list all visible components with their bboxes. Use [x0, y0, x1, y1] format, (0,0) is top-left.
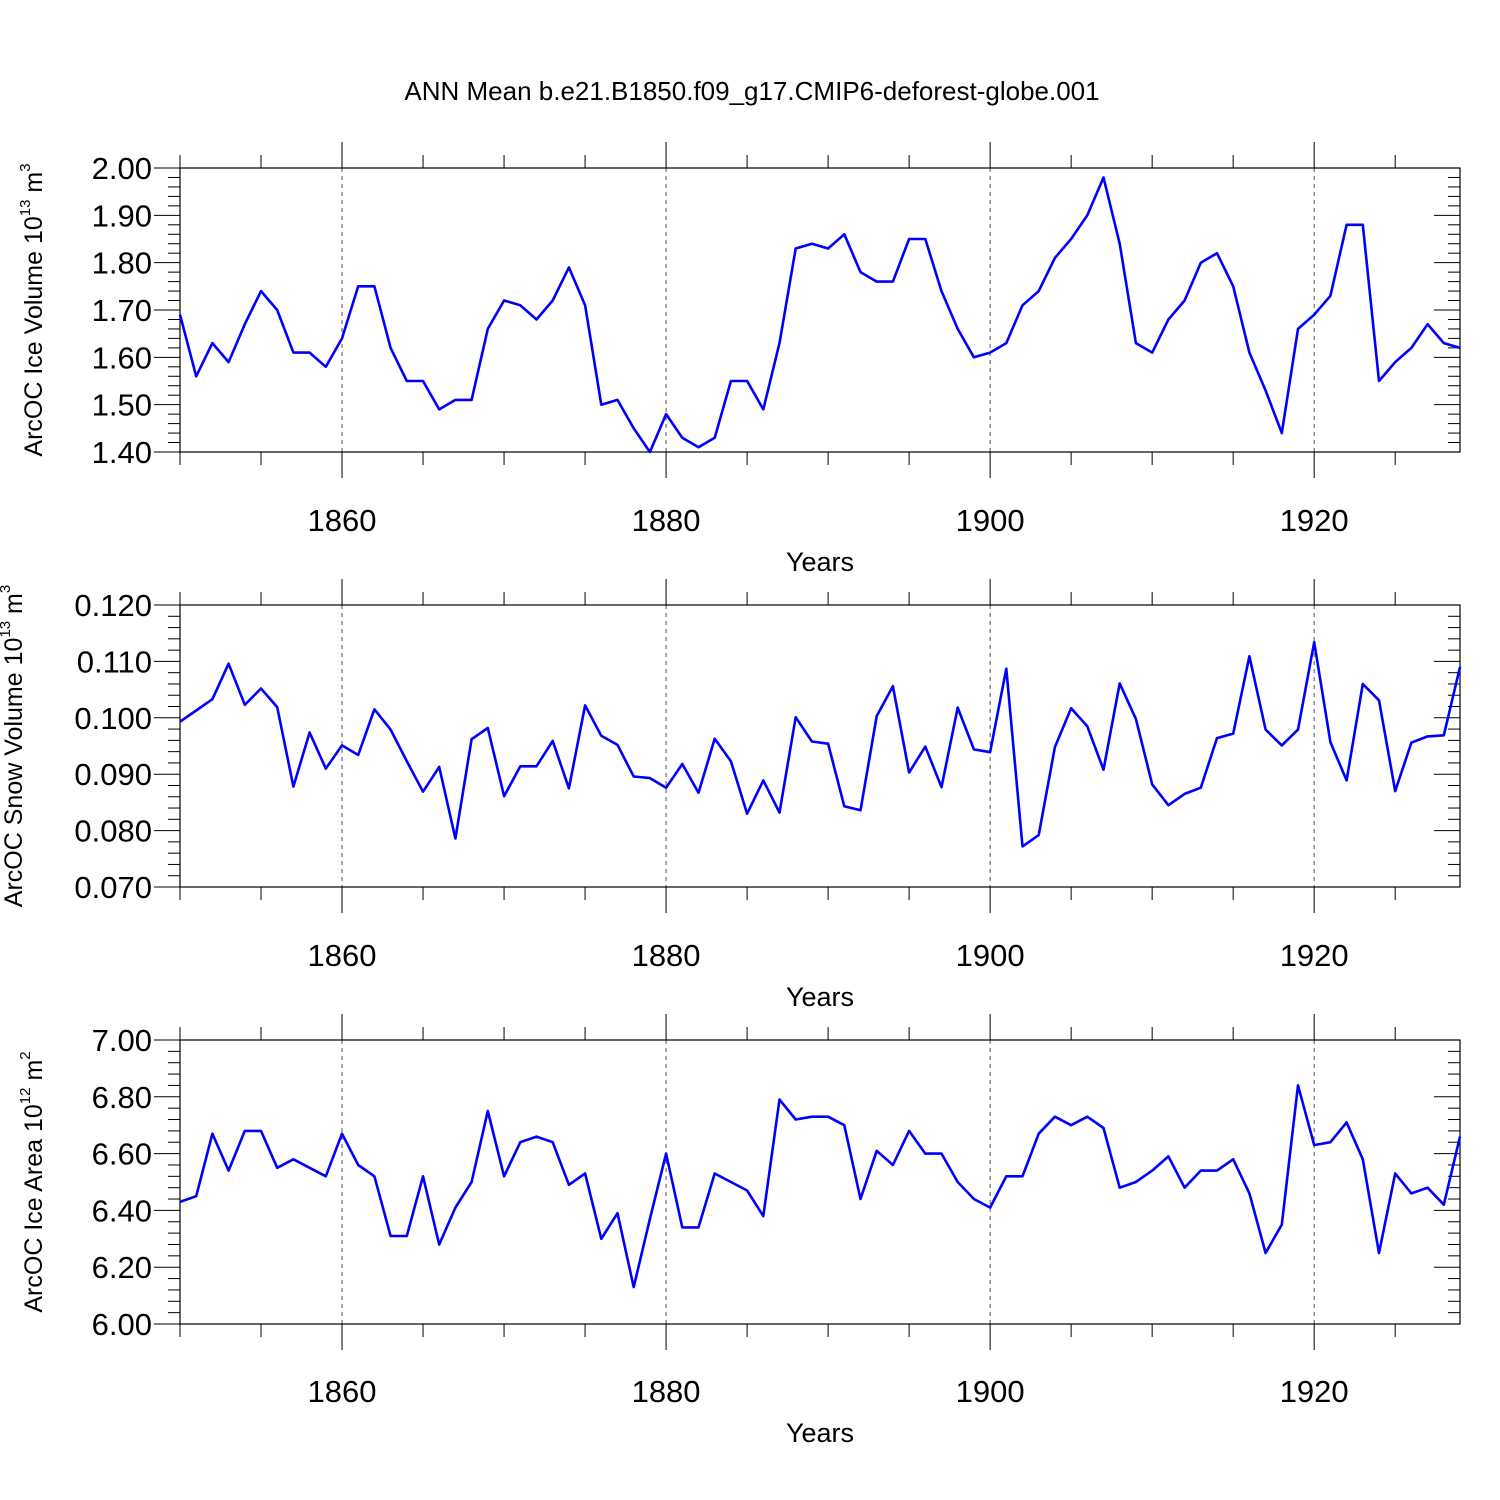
y-tick-label: 0.110: [77, 644, 152, 679]
x-tick-label: 1860: [308, 1374, 377, 1409]
series-line: [179, 640, 1462, 848]
y-tick-label: 2.00: [92, 151, 152, 186]
x-axis-label: Years: [786, 1418, 854, 1448]
y-tick-label: 6.80: [92, 1080, 152, 1115]
y-axis-label-unit-exponent: 3: [17, 163, 34, 171]
y-tick-label: 6.40: [92, 1193, 152, 1228]
y-axis-label-text: ArcOC Ice Area 10: [20, 1104, 48, 1312]
x-tick-label: 1900: [956, 503, 1025, 538]
y-axis-label-unit-exponent: 3: [0, 585, 14, 593]
y-axis-label: ArcOC Ice Volume 1013 m3: [17, 163, 48, 456]
y-tick-label: 1.90: [92, 198, 152, 233]
y-tick-label: 6.60: [92, 1137, 152, 1172]
x-axis-label: Years: [786, 982, 854, 1012]
y-tick-label: 0.070: [74, 870, 152, 905]
y-tick-label: 0.100: [74, 701, 152, 736]
panel-3: 6.00 6.20 6.40 6.60 6.80 7.00 1860 1880 1900 1920…: [17, 1014, 1462, 1448]
y-axis-label-text: ArcOC Ice Volume 10: [20, 216, 48, 456]
x-axis-label: Years: [786, 547, 854, 577]
x-tick-label: 1920: [1280, 938, 1349, 973]
panel-1: 1.40 1.50 1.60 1.70 1.80 1.90 2.00 1860 1880 1900…: [17, 142, 1461, 577]
y-axis-label-exponent: 12: [17, 1088, 34, 1105]
x-tick-label: 1880: [632, 503, 701, 538]
x-tick-label: 1900: [956, 1374, 1025, 1409]
y-tick-label: 1.40: [92, 435, 152, 470]
y-axis-label: ArcOC Ice Area 1012 m2: [17, 1051, 48, 1312]
y-tick-label: 1.60: [92, 340, 152, 375]
x-tick-label: 1880: [632, 1374, 701, 1409]
plot-frame: [179, 1039, 1461, 1325]
y-tick-label: 1.80: [92, 246, 152, 281]
y-tick-label: 0.120: [74, 588, 152, 623]
y-tick-label: 0.090: [74, 757, 152, 792]
plot-frame: [179, 167, 1461, 453]
panels: 1.40 1.50 1.60 1.70 1.80 1.90 2.00 1860 1880 1900…: [0, 142, 1462, 1448]
y-tick-label: 0.080: [74, 814, 152, 849]
y-tick-label: 1.70: [92, 293, 152, 328]
y-axis-label-unit: m: [0, 593, 28, 621]
series-line: [178, 176, 1461, 454]
y-axis-label-text: ArcOC Snow Volume 10: [0, 638, 28, 908]
panel-2: 0.070 0.080 0.090 0.100 0.110 0.120 1860 1880 19…: [0, 579, 1462, 1012]
x-tick-label: 1860: [308, 938, 377, 973]
plot-frame: [179, 604, 1461, 888]
x-tick-label: 1920: [1280, 503, 1349, 538]
y-axis-label-exponent: 13: [17, 200, 34, 217]
y-tick-label: 7.00: [92, 1023, 152, 1058]
y-tick-label: 1.50: [92, 388, 152, 423]
y-axis-label-unit: m: [20, 172, 48, 200]
series-line: [179, 1084, 1462, 1289]
x-tick-label: 1920: [1280, 1374, 1349, 1409]
x-tick-label: 1860: [308, 503, 377, 538]
figure-title: ANN Mean b.e21.B1850.f09_g17.CMIP6-defor…: [404, 76, 1099, 106]
y-axis-label-unit: m: [20, 1060, 48, 1088]
y-axis-label-unit-exponent: 2: [17, 1051, 34, 1059]
y-axis-label: ArcOC Snow Volume 1013 m3: [0, 585, 28, 907]
y-axis-label-exponent: 13: [0, 621, 14, 638]
y-tick-label: 6.00: [92, 1307, 152, 1342]
x-tick-label: 1900: [956, 938, 1025, 973]
x-tick-label: 1880: [632, 938, 701, 973]
y-tick-label: 6.20: [92, 1250, 152, 1285]
